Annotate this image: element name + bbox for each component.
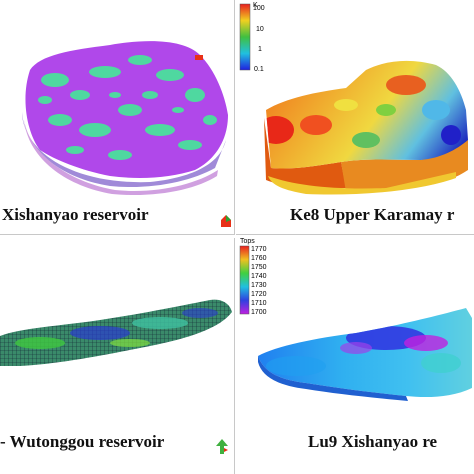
- caption-xishanyao: Xishanyao reservoir: [2, 205, 149, 224]
- panel-lu9-xishanyao: Tops 1770 1760 1750 1740 1730 1720 1710 …: [236, 238, 474, 474]
- legend-tick: 1700: [251, 309, 267, 316]
- permeability-patches: [266, 75, 461, 148]
- reservoir-model-lu9: [239, 245, 472, 401]
- layer-side-3: [268, 172, 456, 195]
- reservoir-model-wutonggou: [0, 299, 232, 366]
- reservoir-model-xishanyao: [22, 41, 229, 196]
- legend-tick: 1750: [251, 264, 267, 271]
- property-patches: [15, 308, 218, 349]
- axis-orientation-icon: [221, 215, 231, 227]
- legend-tick: 1710: [251, 300, 267, 307]
- legend-tick: 100: [253, 5, 265, 12]
- panel-ke8-upper-karamay: K 100 10 1 0.1 Ke8 Upper Karamay r: [236, 0, 474, 235]
- legend-tick: 1760: [251, 255, 267, 262]
- axis-orientation-icon: [216, 439, 228, 454]
- layer-skirt-2: [24, 120, 218, 196]
- caption-wutonggou: - Wutonggou reservoir: [0, 432, 165, 451]
- layer-side: [264, 118, 346, 189]
- tops-patches: [266, 326, 461, 376]
- tops-colorbar: [239, 245, 250, 315]
- panel-wutonggou-reservoir: - Wutonggou reservoir: [0, 238, 235, 474]
- panel-xishanyao-reservoir: Xishanyao reservoir: [0, 0, 235, 235]
- legend-tick: 1720: [251, 291, 267, 298]
- red-marker: [195, 55, 203, 60]
- legend-tick: 1770: [251, 246, 267, 253]
- legend-tick: 0.1: [254, 66, 264, 73]
- legend-tick: 1730: [251, 282, 267, 289]
- legend-tick: 10: [256, 26, 264, 33]
- reservoir-model-ke8: [239, 3, 468, 195]
- legend-tick: 1740: [251, 273, 267, 280]
- caption-lu9: Lu9 Xishanyao re: [308, 432, 438, 451]
- caption-ke8: Ke8 Upper Karamay r: [290, 205, 455, 224]
- permeability-colorbar: [239, 3, 251, 71]
- legend-title-tops: Tops: [240, 238, 255, 245]
- layer-side: [258, 356, 408, 401]
- legend-tick: 1: [258, 46, 262, 53]
- legend-title-k: K: [253, 2, 258, 9]
- facies-green-patches: [38, 55, 217, 160]
